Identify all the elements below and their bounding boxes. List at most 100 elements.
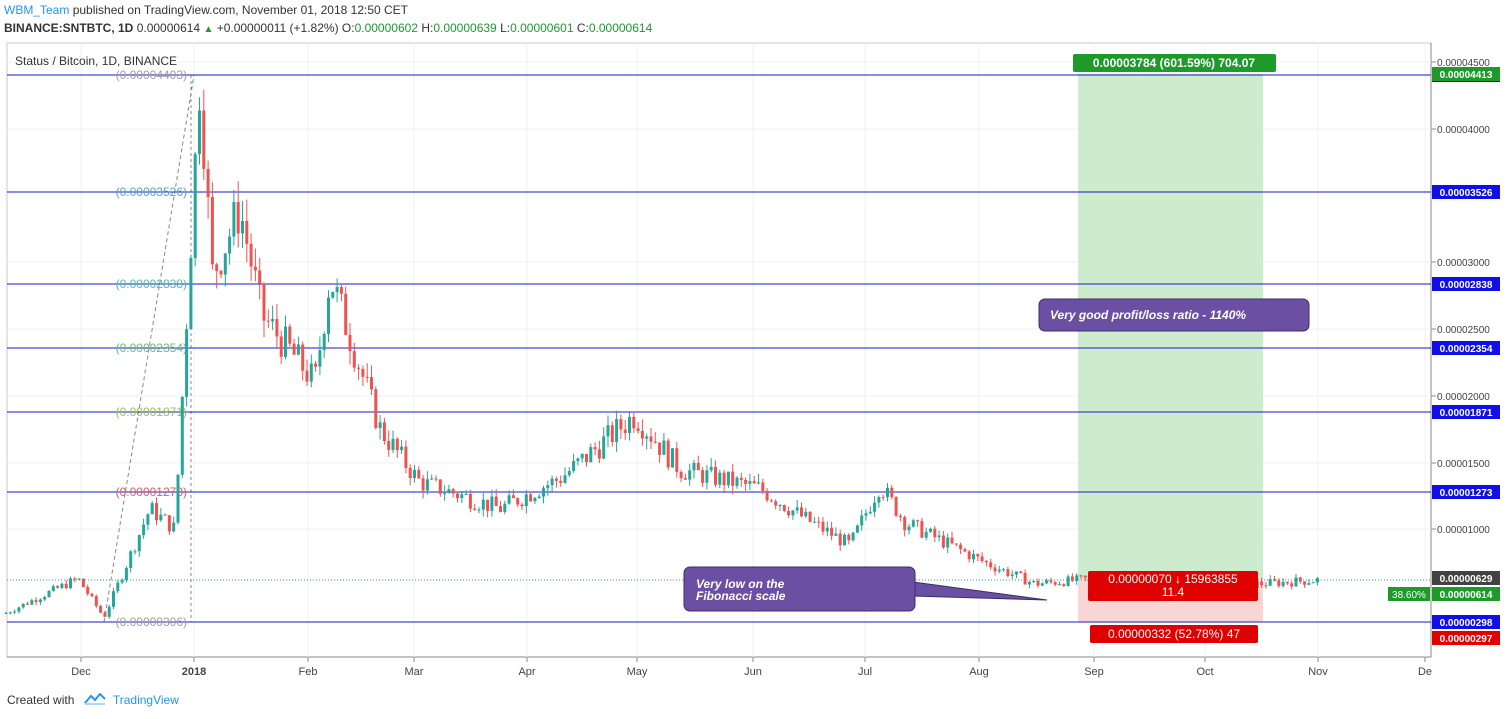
y-tick-label: 0.00001500 — [1437, 459, 1490, 470]
candle-down — [1006, 569, 1010, 576]
candle-down — [511, 495, 515, 499]
candle-down — [26, 603, 29, 605]
candle-up — [688, 470, 692, 480]
candle-up — [1268, 579, 1272, 586]
candle-down — [890, 487, 894, 498]
open-label: O: — [341, 21, 355, 35]
candle-up — [1281, 581, 1285, 587]
candle-down — [404, 446, 408, 468]
candle-down — [619, 419, 623, 430]
candle-up — [864, 513, 868, 516]
candle-up — [1027, 581, 1031, 585]
candle-down — [81, 578, 85, 588]
candle-down — [658, 442, 662, 455]
candle-up — [778, 505, 782, 507]
candle-down — [782, 505, 786, 512]
candle-down — [1290, 583, 1294, 587]
candle-up — [477, 509, 481, 511]
candle-up — [628, 416, 631, 434]
candle-up — [413, 469, 416, 478]
candle-down — [253, 266, 257, 271]
candle-down — [344, 293, 348, 335]
candle-up — [17, 607, 21, 612]
candle-down — [1053, 582, 1057, 585]
candle-down — [752, 481, 756, 484]
candle-down — [288, 326, 292, 344]
fib-level-label: (0.00000306) — [116, 615, 187, 629]
candle-down — [387, 440, 391, 450]
candle-up — [589, 447, 593, 463]
close-value: 0.00000614 — [588, 21, 653, 35]
candle-up — [425, 479, 429, 491]
candle-down — [610, 425, 614, 443]
candle-down — [554, 478, 558, 481]
candle-up — [1045, 580, 1049, 584]
candle-down — [774, 501, 778, 506]
candle-down — [486, 499, 490, 511]
fib-axis-badge-text: 0.00000298 — [1440, 618, 1493, 629]
profit-ratio-callout-box — [1038, 298, 1310, 332]
candle-up — [791, 510, 795, 516]
fib-axis-badge — [1432, 341, 1500, 355]
x-tick-label: Jun — [744, 666, 762, 678]
candle-up — [172, 522, 176, 532]
candle-up — [615, 419, 619, 443]
created-with-label: Created with — [7, 693, 75, 707]
candle-down — [94, 596, 98, 606]
candle-down — [959, 544, 963, 550]
candle-up — [546, 485, 550, 489]
candle-down — [739, 477, 743, 480]
candle-up — [1316, 578, 1319, 583]
candle-down — [636, 428, 640, 431]
candle-up — [563, 475, 567, 483]
candle-up — [1307, 583, 1311, 585]
candle-down — [980, 556, 984, 561]
x-tick-label: Mar — [405, 666, 424, 678]
candle-down — [34, 600, 38, 603]
candle-down — [352, 351, 356, 368]
candle-down — [275, 318, 279, 337]
candle-up — [189, 257, 193, 330]
symbol-label: BINANCE:SNTBTC, 1D — [4, 21, 134, 35]
candle-up — [1040, 583, 1044, 586]
candle-down — [245, 220, 249, 244]
ratio-label: 11.4 — [1162, 585, 1185, 599]
candle-up — [1075, 575, 1079, 581]
candle-down — [163, 514, 167, 516]
candle-down — [468, 493, 472, 509]
candle-up — [1066, 576, 1070, 587]
low-value: 0.00000601 — [510, 21, 574, 35]
candle-up — [223, 253, 227, 275]
candle-up — [13, 611, 17, 613]
candle-up — [576, 458, 580, 462]
candle-down — [374, 389, 378, 428]
candle-up — [4, 613, 8, 615]
fib-axis-badge-text: 0.00003526 — [1440, 188, 1493, 199]
x-tick-label: Apr — [518, 666, 535, 678]
candle-down — [765, 490, 769, 501]
fibonacci-levels: (0.00004403) (0.00003526) (0.00002838) (0.0… — [7, 68, 1431, 629]
candle-up — [855, 525, 859, 533]
candle-down — [894, 497, 898, 516]
candle-up — [997, 569, 1001, 572]
candle-up — [430, 478, 434, 480]
candle-up — [1058, 584, 1061, 586]
author-link[interactable]: WBM_Team — [4, 3, 70, 17]
candle-up — [137, 535, 141, 552]
x-tick-label: Sep — [1084, 666, 1104, 678]
ohlc-bar: BINANCE:SNTBTC, 1D 0.00000614 ▲ +0.00000… — [4, 21, 652, 35]
candle-down — [830, 527, 834, 536]
candle-up — [1311, 582, 1315, 584]
candle-down — [103, 612, 107, 617]
fib-trend-line — [103, 74, 195, 623]
candle-up — [1002, 569, 1006, 571]
candle-down — [989, 562, 993, 568]
fib-level-label: (0.00004403) — [116, 68, 187, 82]
tradingview-link[interactable]: TradingView — [112, 693, 179, 707]
candle-down — [640, 430, 644, 439]
candle-down — [731, 471, 735, 486]
candle-up — [671, 448, 674, 468]
stop-label-box — [1090, 625, 1258, 643]
candle-down — [679, 471, 683, 479]
